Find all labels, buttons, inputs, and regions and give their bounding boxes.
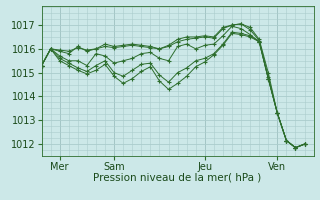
X-axis label: Pression niveau de la mer( hPa ): Pression niveau de la mer( hPa ) — [93, 173, 262, 183]
